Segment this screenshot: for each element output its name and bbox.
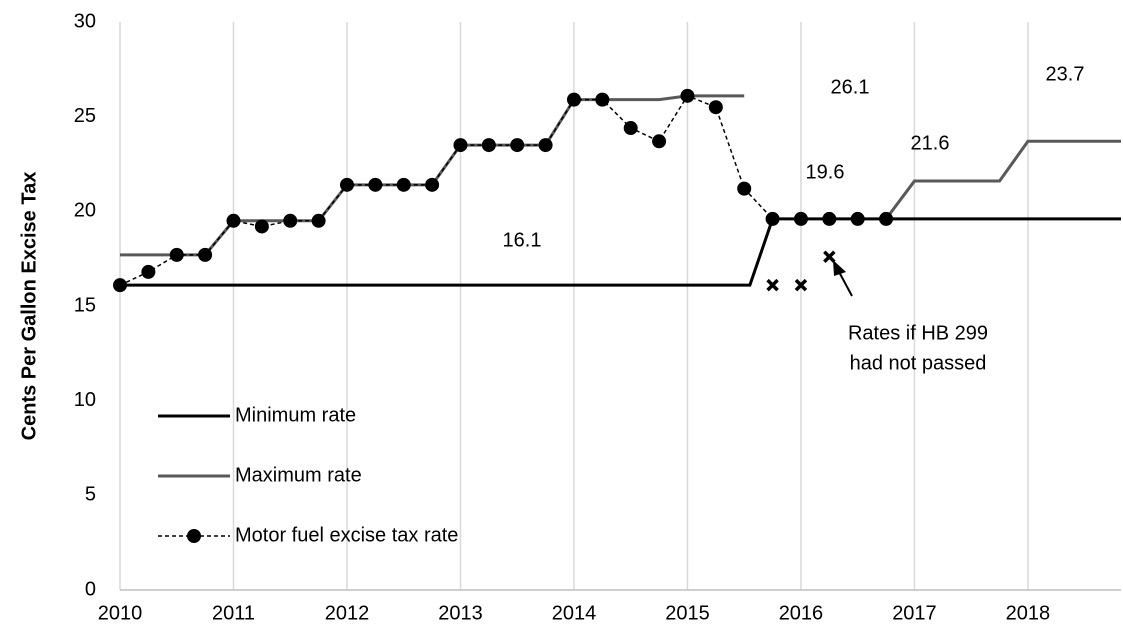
data-point	[113, 278, 127, 293]
data-point	[311, 213, 326, 228]
data-point	[623, 121, 638, 136]
y-tick-label: 5	[85, 484, 96, 506]
data-point	[708, 100, 723, 115]
data-point	[765, 211, 780, 226]
data-point	[538, 138, 553, 153]
data-point	[850, 211, 865, 226]
data-point	[793, 211, 808, 226]
series-line	[120, 94, 1121, 257]
y-axis-label: Cents Per Gallon Excise Tax	[18, 172, 40, 441]
note-arrowhead	[833, 260, 846, 276]
y-tick-label: 10	[74, 389, 96, 411]
legend-label: Motor fuel excise tax rate	[235, 524, 458, 546]
legend-marker	[187, 529, 201, 543]
y-tick-label: 20	[74, 200, 96, 222]
legend-label: Maximum rate	[235, 464, 362, 486]
data-point	[396, 177, 411, 192]
data-point	[283, 213, 298, 228]
x-tick-label: 2012	[325, 602, 370, 624]
y-tick-label: 0	[85, 578, 96, 600]
data-point	[737, 181, 752, 196]
data-point	[481, 138, 496, 153]
data-point	[198, 247, 213, 262]
x-tick-label: 2015	[665, 602, 710, 624]
data-point	[254, 219, 269, 234]
data-point	[680, 88, 695, 103]
y-tick-label: 30	[74, 10, 96, 32]
series-line	[119, 94, 887, 286]
data-point	[339, 177, 354, 192]
x-tick-label: 2014	[552, 602, 597, 624]
data-point	[141, 264, 156, 279]
y-tick-label: 25	[74, 105, 96, 127]
series-line	[120, 217, 1121, 287]
data-point	[453, 138, 468, 153]
note-arrow	[837, 269, 853, 297]
note-text: had not passed	[850, 352, 987, 374]
rate-label: 21.6	[911, 132, 950, 154]
note-text: Rates if HB 299	[848, 322, 988, 344]
data-point	[510, 138, 525, 153]
x-tick-label: 2011	[212, 602, 255, 624]
x-tick-label: 2010	[98, 602, 143, 624]
x-tick-label: 2017	[892, 602, 937, 624]
x-tick-label: 2013	[438, 602, 483, 624]
data-point	[368, 177, 383, 192]
data-point	[652, 134, 667, 149]
data-point	[822, 211, 837, 226]
data-point	[595, 92, 610, 107]
rate-label: 23.7	[1046, 63, 1085, 85]
data-point	[226, 213, 241, 228]
rate-label: 26.1	[831, 76, 870, 98]
rate-label: 19.6	[806, 161, 845, 183]
x-tick-label: 2018	[1006, 602, 1051, 624]
data-point	[566, 92, 581, 107]
y-tick-label: 15	[74, 294, 96, 316]
data-point	[425, 177, 440, 192]
data-point	[169, 247, 184, 262]
x-tick-label: 2016	[779, 602, 824, 624]
legend-label: Minimum rate	[235, 404, 356, 426]
x-marker	[823, 250, 836, 264]
x-marker	[794, 278, 808, 292]
rate-label: 16.1	[503, 229, 542, 251]
x-marker	[766, 278, 779, 292]
data-point	[879, 211, 894, 226]
